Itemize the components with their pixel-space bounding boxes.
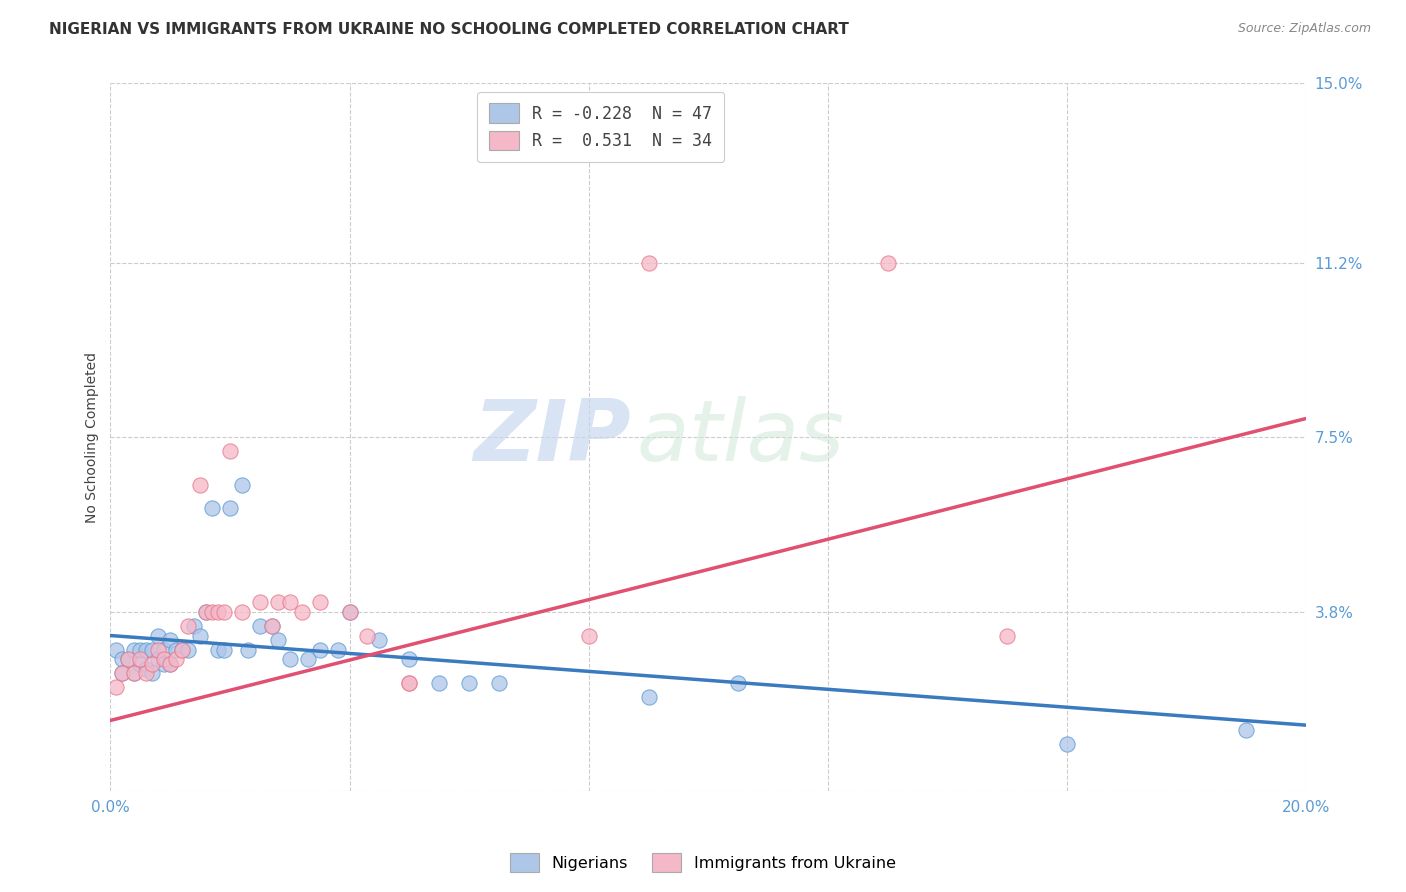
Point bbox=[141, 666, 163, 681]
Point bbox=[1234, 723, 1257, 737]
Point bbox=[267, 633, 290, 648]
Point bbox=[458, 675, 481, 690]
Point bbox=[231, 477, 253, 491]
Point bbox=[141, 657, 163, 671]
Point bbox=[165, 652, 187, 666]
Point bbox=[236, 642, 259, 657]
Point bbox=[308, 595, 330, 609]
Point bbox=[105, 681, 128, 695]
Point bbox=[195, 605, 218, 619]
Legend: R = -0.228  N = 47, R =  0.531  N = 34: R = -0.228 N = 47, R = 0.531 N = 34 bbox=[478, 92, 724, 162]
Point bbox=[297, 652, 319, 666]
Point bbox=[135, 666, 157, 681]
Point bbox=[117, 652, 139, 666]
Point bbox=[135, 661, 157, 675]
Legend: Nigerians, Immigrants from Ukraine: Nigerians, Immigrants from Ukraine bbox=[502, 845, 904, 880]
Point bbox=[172, 642, 194, 657]
Point bbox=[398, 675, 420, 690]
Point bbox=[260, 619, 283, 633]
Point bbox=[129, 652, 152, 666]
Point bbox=[995, 628, 1018, 642]
Point bbox=[219, 444, 242, 458]
Point bbox=[111, 666, 134, 681]
Point bbox=[368, 633, 391, 648]
Point bbox=[249, 619, 271, 633]
Point bbox=[135, 642, 157, 657]
Point bbox=[105, 642, 128, 657]
Point bbox=[159, 657, 181, 671]
Point bbox=[153, 642, 176, 657]
Point bbox=[212, 605, 235, 619]
Point bbox=[183, 619, 205, 633]
Point bbox=[195, 605, 218, 619]
Point bbox=[159, 657, 181, 671]
Point bbox=[201, 605, 224, 619]
Point bbox=[148, 642, 170, 657]
Point bbox=[212, 642, 235, 657]
Point bbox=[165, 642, 187, 657]
Point bbox=[326, 642, 349, 657]
Point bbox=[148, 652, 170, 666]
Point bbox=[876, 256, 898, 270]
Point bbox=[249, 595, 271, 609]
Point bbox=[356, 628, 378, 642]
Text: ZIP: ZIP bbox=[472, 396, 630, 479]
Point bbox=[219, 501, 242, 516]
Point bbox=[207, 642, 229, 657]
Point bbox=[398, 675, 420, 690]
Point bbox=[578, 628, 600, 642]
Point bbox=[427, 675, 450, 690]
Point bbox=[1056, 737, 1078, 751]
Point bbox=[291, 605, 314, 619]
Point bbox=[207, 605, 229, 619]
Text: atlas: atlas bbox=[637, 396, 845, 479]
Point bbox=[124, 666, 146, 681]
Point bbox=[148, 628, 170, 642]
Point bbox=[188, 477, 211, 491]
Point bbox=[124, 642, 146, 657]
Point bbox=[177, 642, 200, 657]
Point bbox=[339, 605, 361, 619]
Point bbox=[201, 501, 224, 516]
Text: NIGERIAN VS IMMIGRANTS FROM UKRAINE NO SCHOOLING COMPLETED CORRELATION CHART: NIGERIAN VS IMMIGRANTS FROM UKRAINE NO S… bbox=[49, 22, 849, 37]
Point bbox=[111, 652, 134, 666]
Point bbox=[267, 595, 290, 609]
Point bbox=[231, 605, 253, 619]
Point bbox=[188, 628, 211, 642]
Point bbox=[117, 652, 139, 666]
Point bbox=[488, 675, 510, 690]
Y-axis label: No Schooling Completed: No Schooling Completed bbox=[86, 351, 100, 523]
Point bbox=[129, 642, 152, 657]
Point bbox=[278, 652, 301, 666]
Point bbox=[153, 657, 176, 671]
Point bbox=[308, 642, 330, 657]
Point bbox=[339, 605, 361, 619]
Point bbox=[727, 675, 749, 690]
Point bbox=[177, 619, 200, 633]
Point bbox=[172, 642, 194, 657]
Point bbox=[111, 666, 134, 681]
Point bbox=[278, 595, 301, 609]
Point bbox=[260, 619, 283, 633]
Point bbox=[398, 652, 420, 666]
Point bbox=[129, 657, 152, 671]
Point bbox=[153, 652, 176, 666]
Point bbox=[159, 633, 181, 648]
Text: Source: ZipAtlas.com: Source: ZipAtlas.com bbox=[1237, 22, 1371, 36]
Point bbox=[637, 690, 659, 704]
Point bbox=[141, 642, 163, 657]
Point bbox=[637, 256, 659, 270]
Point bbox=[124, 666, 146, 681]
